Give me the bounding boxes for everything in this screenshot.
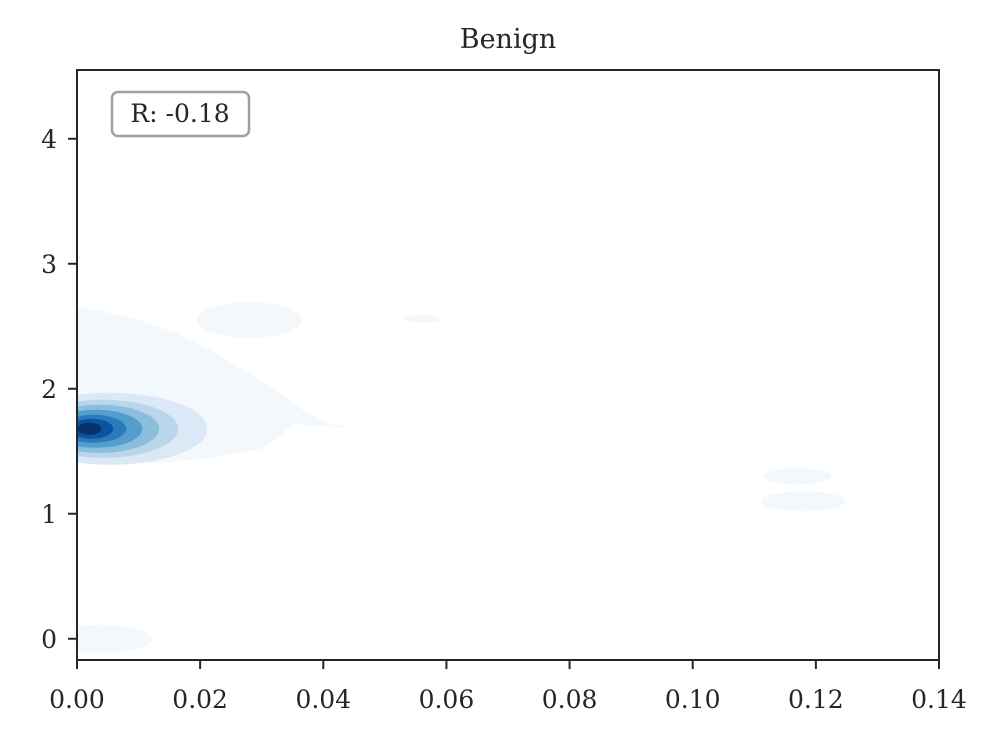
y-tick-label: 4: [41, 125, 57, 154]
x-tick-label: 0.10: [665, 685, 721, 714]
contour-level-8: [77, 422, 102, 435]
x-tick-label: 0.08: [542, 685, 598, 714]
density-blob: [403, 314, 440, 323]
density-blob: [761, 491, 846, 512]
y-tick-label: 0: [41, 625, 57, 654]
y-tick-label: 2: [41, 375, 57, 404]
x-tick-label: 0.00: [49, 685, 105, 714]
y-tick-label: 3: [41, 250, 57, 279]
x-tick-label: 0.14: [911, 685, 967, 714]
annotation-text: R: -0.18: [130, 99, 229, 128]
x-tick-label: 0.12: [788, 685, 844, 714]
axes: 0.00 0.02 0.04 0.06 0.08 0.10 0.12 0.14 0 1 2 3 4: [41, 69, 967, 714]
correlation-annotation: R: -0.18: [110, 90, 251, 138]
density-contours: [77, 302, 846, 653]
annotation-box: [110, 90, 251, 138]
x-tick-label: 0.02: [172, 685, 228, 714]
y-tick-label: 1: [41, 500, 57, 529]
density-blob: [197, 302, 302, 338]
chart-title: Benign: [460, 24, 557, 55]
x-tick-label: 0.06: [419, 685, 475, 714]
x-tick-label: 0.04: [295, 685, 351, 714]
density-blob: [77, 624, 152, 653]
plot-frame: [76, 69, 940, 661]
density-blob: [763, 468, 832, 485]
